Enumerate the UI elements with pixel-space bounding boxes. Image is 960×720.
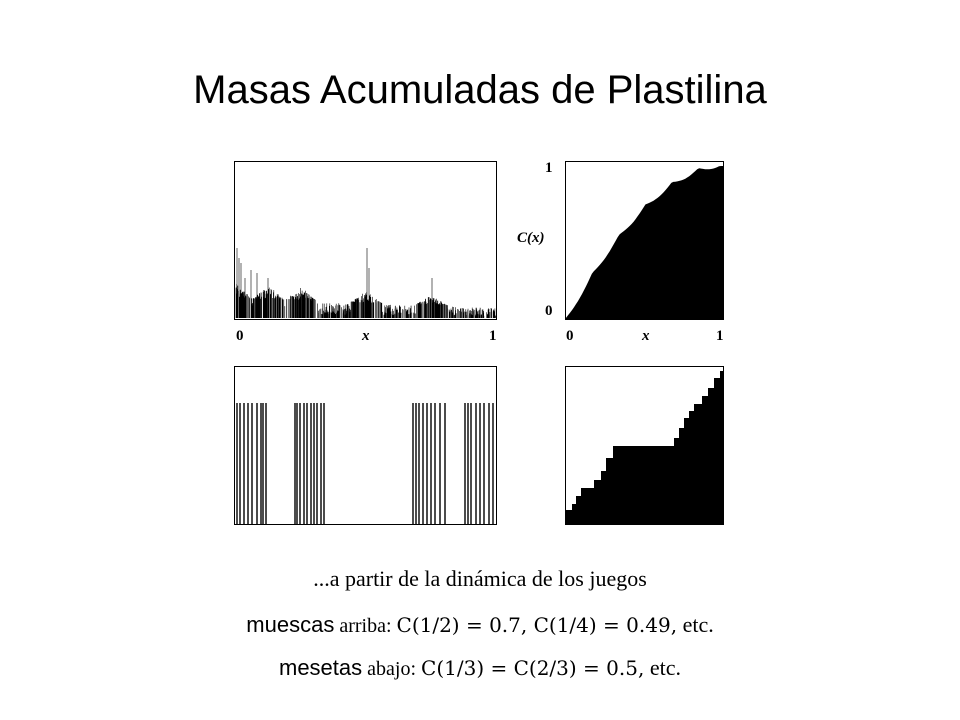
mass-histogram-plot	[235, 248, 496, 318]
caption-line-2-math: C(1/2) = 0.7, C(1/4) = 0.49,	[396, 613, 678, 637]
staircase-plot	[566, 371, 723, 524]
cantor-bars-panel	[234, 366, 497, 525]
cumulative-y-axis-label: C(x)	[517, 230, 545, 246]
slide-title: Masas Acumuladas de Plastilina	[193, 68, 767, 112]
cumulative-y-bottom-label: 0	[545, 303, 553, 319]
hist-x-end-label: 1	[489, 328, 497, 344]
caption-line-3: mesetas abajo: C(1/3) = C(2/3) = 0.5, et…	[0, 655, 960, 681]
caption-line-3-math: C(1/3) = C(2/3) = 0.5,	[421, 656, 645, 680]
caption-line-2-rest: arriba:	[334, 615, 397, 637]
caption-line-3-rest: abajo:	[362, 658, 422, 680]
cantor-bars	[236, 403, 494, 524]
cumulative-x-end-label: 1	[716, 328, 724, 344]
histogram-spikes	[235, 248, 496, 318]
caption-keyword-mesetas: mesetas	[279, 655, 363, 680]
cumulative-y-top-label: 1	[545, 160, 553, 176]
staircase-panel	[565, 366, 724, 525]
mass-histogram-panel	[234, 161, 497, 320]
cumulative-x-axis-label: x	[642, 328, 650, 344]
cantor-bars-plot	[236, 403, 494, 524]
caption-line-3-tail: etc.	[644, 655, 681, 680]
cumulative-x-start-label: 0	[566, 328, 574, 344]
caption-line-2: muescas arriba: C(1/2) = 0.7, C(1/4) = 0…	[0, 612, 960, 638]
caption-line-2-tail: etc.	[677, 612, 714, 637]
caption-keyword-muescas: muescas	[246, 612, 335, 637]
cumulative-panel	[565, 161, 724, 320]
caption-line-1-text: ...a partir de la dinámica de los juegos	[313, 566, 647, 591]
cumulative-area	[566, 166, 723, 319]
hist-x-start-label: 0	[236, 328, 244, 344]
staircase-area	[566, 371, 723, 524]
hist-x-axis-label: x	[362, 328, 370, 344]
cumulative-plot	[566, 166, 723, 319]
caption-line-1: ...a partir de la dinámica de los juegos	[0, 566, 960, 592]
